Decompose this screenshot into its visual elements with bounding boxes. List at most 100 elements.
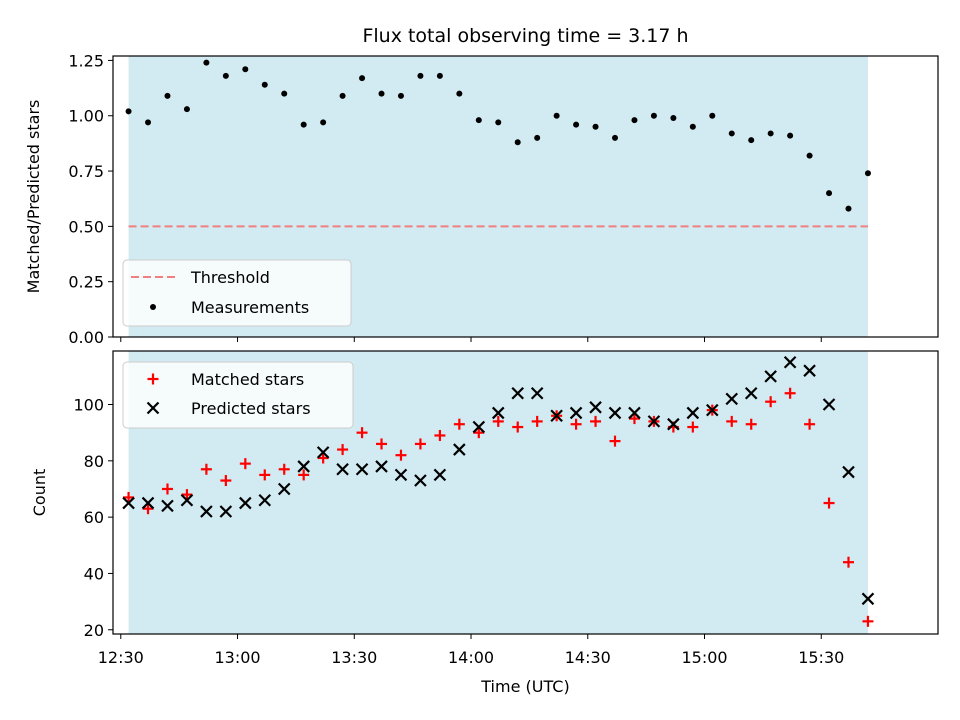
predicted-star-point <box>783 355 797 369</box>
matched-star-point <box>395 449 407 461</box>
y-axis-label: Matched/Predicted stars <box>24 100 43 294</box>
y-tick-label: 0.25 <box>68 273 104 292</box>
legend: Matched stars Predicted stars <box>122 361 354 429</box>
measurement-point <box>145 119 152 126</box>
measurement-point <box>397 92 404 99</box>
predicted-star-point <box>822 398 836 411</box>
matched-star-point <box>123 491 135 503</box>
measurement-point <box>787 132 794 139</box>
y-tick-label: 80 <box>84 452 104 471</box>
legend-box <box>122 259 352 327</box>
measurement-point <box>631 117 638 124</box>
matched-star-point <box>298 469 310 481</box>
predicted-star-point <box>764 370 777 383</box>
y-tick-label: 1.25 <box>68 51 104 70</box>
predicted-star-point <box>511 386 524 400</box>
matched-star-point <box>278 463 290 475</box>
measurement-point <box>709 112 716 119</box>
predicted-star-point <box>355 462 369 476</box>
y-axis-ticks: 20 40 60 80 100 <box>73 396 113 640</box>
y-tick-label: 100 <box>73 396 104 415</box>
predicted-star-point <box>336 462 349 476</box>
measurement-point <box>164 92 171 99</box>
predicted-star-point <box>550 409 563 423</box>
matched-star-point <box>784 387 796 399</box>
matched-star-point <box>726 415 738 427</box>
legend-box <box>122 361 354 429</box>
x-tick-label: 15:00 <box>681 648 727 667</box>
y-tick-label: 20 <box>84 621 104 640</box>
matched-star-point <box>862 615 874 627</box>
measurement-points <box>125 59 871 212</box>
matched-star-point <box>239 458 251 470</box>
measurement-point <box>514 139 521 146</box>
plot-frame <box>112 350 939 635</box>
matched-star-point <box>590 415 602 427</box>
y-axis-label: Count <box>30 469 49 517</box>
x-tick-label: 14:00 <box>448 648 494 667</box>
measurement-point <box>222 72 229 79</box>
matched-star-point <box>804 418 816 430</box>
matched-star-point <box>376 438 388 450</box>
matched-star-point <box>434 429 446 441</box>
predicted-star-point <box>258 493 272 507</box>
predicted-star-point <box>861 592 875 606</box>
matched-star-point <box>823 497 835 509</box>
measurement-point <box>573 121 580 128</box>
predicted-star-point <box>453 443 466 456</box>
measurement-point <box>728 130 735 137</box>
matched-star-point <box>453 418 465 430</box>
legend-matched-swatch <box>147 373 159 385</box>
x-tick-label: 12:30 <box>98 648 144 667</box>
legend-label-threshold: Threshold <box>190 268 270 287</box>
plot-frame <box>112 55 939 338</box>
matched-star-point <box>259 469 271 481</box>
x-axis-ticks <box>120 337 822 342</box>
predicted-star-point <box>803 364 816 377</box>
count-points <box>122 355 875 627</box>
predicted-star-point <box>180 493 194 507</box>
predicted-star-point <box>842 465 855 479</box>
measurement-point <box>378 90 385 97</box>
predicted-star-point <box>239 496 252 510</box>
y-axis-ticks: 0.00 0.25 0.50 0.75 1.00 1.25 <box>68 51 113 347</box>
matched-star-point <box>765 396 777 408</box>
legend-predicted-swatch <box>146 401 160 415</box>
measurement-point <box>183 106 190 113</box>
x-tick-label: 13:30 <box>331 648 377 667</box>
measurement-point <box>203 59 210 66</box>
measurement-point <box>300 121 307 128</box>
predicted-star-point <box>394 468 408 482</box>
matched-star-point <box>142 503 154 515</box>
measurement-point <box>670 114 677 121</box>
predicted-star-point <box>569 406 583 420</box>
matched-star-point <box>317 452 329 464</box>
predicted-star-point <box>628 406 641 420</box>
predicted-star-point <box>472 420 486 434</box>
y-tick-label: 40 <box>84 564 104 583</box>
matched-star-point <box>628 413 640 425</box>
predicted-star-point <box>706 403 719 417</box>
predicted-star-point <box>297 460 310 473</box>
measurement-point <box>242 66 249 73</box>
measurement-point <box>417 72 424 79</box>
measurement-point <box>553 112 560 119</box>
chart-title: Flux total observing time = 3.17 h <box>362 25 688 47</box>
measurement-point <box>125 108 132 115</box>
y-tick-label: 0.00 <box>68 328 104 347</box>
predicted-star-point <box>277 482 291 496</box>
legend-label-measurements: Measurements <box>191 298 309 317</box>
predicted-star-point <box>219 505 233 518</box>
predicted-star-point <box>725 392 739 406</box>
predicted-star-point <box>161 499 174 513</box>
measurement-point <box>534 134 541 141</box>
predicted-star-point <box>686 406 700 420</box>
matched-star-point <box>414 438 426 450</box>
matched-star-point <box>161 483 173 495</box>
measurement-point <box>845 205 852 212</box>
x-tick-label: 13:00 <box>214 648 260 667</box>
matched-star-point <box>220 475 232 487</box>
predicted-star-point <box>414 474 427 487</box>
measurement-point <box>456 90 463 97</box>
